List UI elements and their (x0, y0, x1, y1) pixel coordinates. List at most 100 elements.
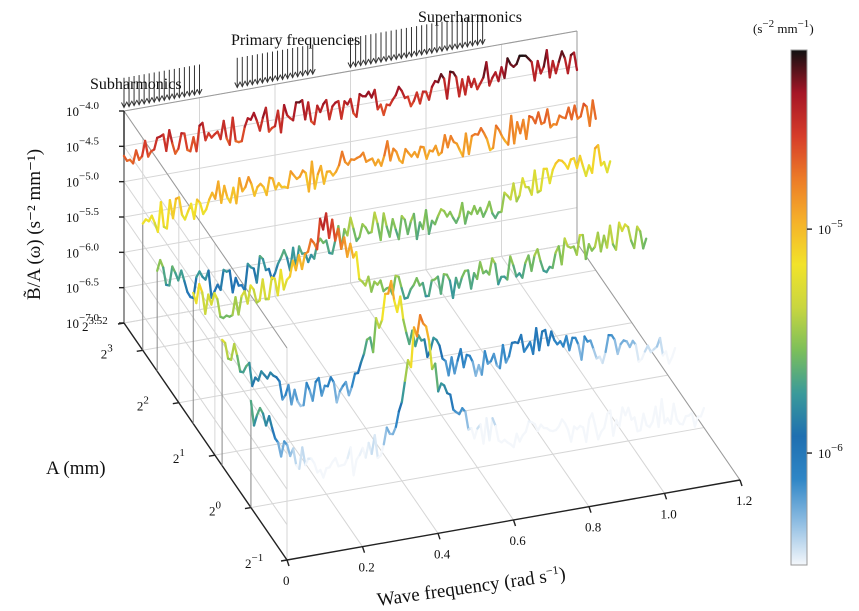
z-axis-title: B̃/A (ω) (s⁻² mm⁻¹) (22, 149, 45, 300)
series-segment (460, 269, 467, 279)
series-segment (313, 104, 319, 126)
series-line (141, 99, 597, 234)
series-segment (326, 376, 332, 388)
series-line (220, 279, 677, 408)
grid-line (501, 256, 665, 494)
band-arrow-head (469, 40, 476, 48)
series-segment (379, 279, 385, 293)
series-segment (533, 169, 539, 194)
series-segment (195, 282, 201, 305)
series-segment (545, 49, 551, 79)
series-segment (478, 261, 485, 275)
band-arrow-head (279, 74, 286, 81)
series-segment (279, 103, 286, 134)
frame-edge (576, 242, 741, 481)
series-segment (159, 258, 165, 269)
series-segment (344, 380, 351, 397)
series-segment (614, 221, 621, 251)
series-segment (418, 90, 425, 105)
series-segment (414, 334, 420, 348)
series-segment (613, 338, 619, 356)
series-segment (412, 212, 419, 241)
series-segment (467, 134, 474, 156)
series-segment (304, 457, 310, 467)
series-segment (524, 420, 530, 433)
band-arrow-head (418, 49, 425, 57)
series-segment (464, 75, 470, 96)
x-tick-label: 0.8 (585, 520, 601, 535)
band-arrow-head (181, 91, 188, 98)
band-arrow-head (408, 51, 415, 58)
series-segment (356, 361, 363, 375)
series-segment (171, 142, 177, 155)
series-segment (362, 338, 369, 355)
series-segment (386, 140, 392, 162)
series-segment (352, 227, 358, 243)
series-segment (415, 277, 421, 287)
series-segment (457, 276, 464, 289)
series-segment (574, 336, 580, 346)
series-segment (546, 108, 552, 129)
series-segment (560, 237, 566, 266)
series-segment (560, 50, 567, 60)
series-segment (385, 426, 392, 436)
series-segment (395, 150, 401, 162)
series-segment (252, 111, 259, 122)
series-segment (469, 272, 476, 290)
series-segment (464, 410, 470, 431)
series-segment (455, 142, 462, 152)
series-segment (205, 198, 211, 211)
series-segment (415, 314, 422, 338)
series-segment (222, 119, 228, 140)
series-segment (672, 402, 678, 421)
series-segment (252, 414, 259, 427)
series-segment (223, 341, 230, 360)
series-segment (609, 409, 615, 437)
series-segment (210, 292, 216, 306)
series-segment (305, 381, 311, 392)
series-segment (554, 60, 561, 75)
series-segment (319, 102, 325, 114)
series-segment (391, 218, 397, 231)
series-segment (453, 359, 459, 375)
series-segment (159, 200, 166, 228)
band-arrow-head (459, 42, 466, 49)
series-segment (423, 338, 429, 359)
series-segment (658, 336, 665, 357)
series-segment (473, 77, 479, 91)
series-segment (584, 243, 591, 261)
series-line (192, 212, 648, 320)
series-segment (616, 342, 622, 356)
series-segment (340, 150, 347, 164)
series-segment (427, 85, 434, 101)
series-segment (424, 208, 431, 236)
series-segment (507, 341, 514, 358)
series-segment (349, 97, 355, 115)
series-segment (563, 422, 570, 431)
y-tick-label: 20 (209, 500, 222, 519)
series-segment (292, 447, 298, 467)
grid-line (199, 309, 363, 547)
band-arrow-head (299, 70, 306, 78)
series-segment (247, 176, 253, 186)
series-segment (165, 198, 172, 230)
frame-edge (123, 30, 578, 112)
series-segment (400, 379, 407, 403)
series-segment (515, 54, 521, 66)
series-segment (409, 326, 416, 369)
series-segment (228, 269, 234, 294)
series-segment (427, 279, 433, 298)
annotation-subharmonics: Subharmonics (90, 76, 182, 93)
series-segment (488, 257, 494, 276)
grid-line (274, 296, 439, 534)
x-tick-label: 0.6 (510, 533, 527, 548)
series-segment (233, 342, 239, 357)
series-segment (331, 218, 337, 242)
series-segment (358, 223, 364, 239)
series-segment (539, 167, 545, 192)
series-segment (362, 151, 368, 163)
series-segment (243, 262, 249, 292)
series-segment (601, 350, 607, 365)
series-segment (349, 242, 355, 259)
series-segment (355, 251, 361, 281)
